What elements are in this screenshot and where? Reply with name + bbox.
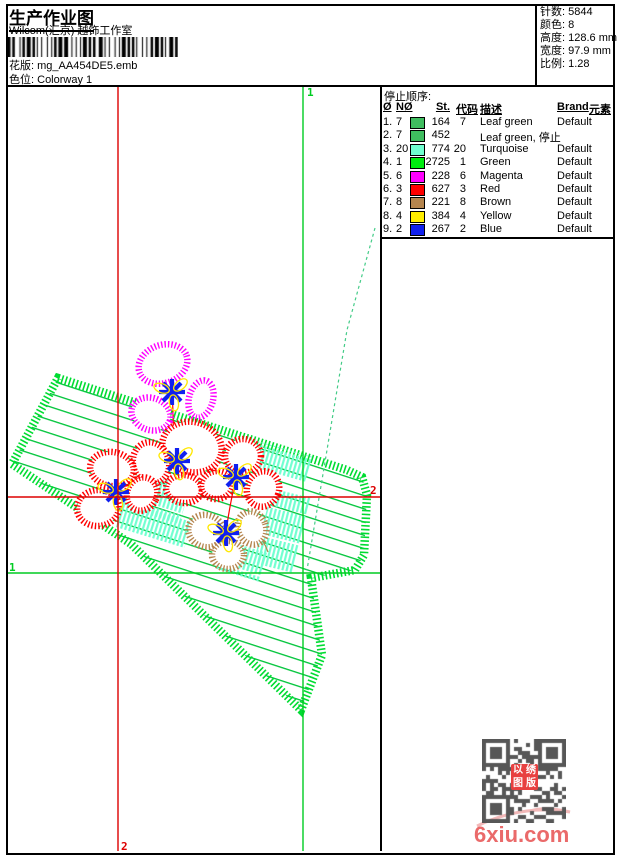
thread-color-swatch	[410, 197, 425, 210]
page-border	[6, 4, 615, 855]
col-elem: 元素	[589, 104, 611, 116]
header-divider-horizontal	[6, 85, 613, 87]
page-title: 生产作业图	[9, 4, 94, 32]
thread-color-swatch	[410, 210, 425, 223]
header-divider-vertical	[535, 4, 537, 86]
design-zone-divider	[380, 85, 382, 851]
design-file: 花版: mg_AA454DE5.emb	[9, 60, 137, 73]
thread-color-swatch	[410, 170, 425, 183]
table-row: 3. 20 774 20 Turquoise Default	[383, 142, 592, 156]
thread-color-swatch	[410, 130, 425, 143]
col-no: NØ	[396, 101, 413, 113]
flower-magenta	[128, 340, 217, 434]
table-row: 2. 7 452 Leaf green, 停止	[383, 129, 561, 145]
colorway: 色位: Colorway 1	[9, 74, 92, 87]
design-info-panel: 针数: 5844 颜色: 8 高度: 128.6 mm 宽度: 97.9 mm …	[540, 6, 617, 71]
table-row: 8. 4 384 4 Yellow Default	[383, 209, 592, 223]
col-st: St.	[435, 101, 450, 113]
end-marker-right: 2	[370, 484, 377, 497]
flower-center	[97, 478, 132, 512]
stop-sequence-title: 停止顺序:	[384, 91, 432, 103]
colorway-label: 色位:	[9, 74, 35, 86]
studio-name: Wilcom(汇京) 越饰工作室	[9, 25, 133, 37]
thread-color-swatch	[410, 224, 425, 237]
flower-center	[153, 378, 188, 412]
design-height: 高度: 128.6 mm	[540, 32, 618, 44]
flower-center	[207, 519, 242, 553]
end-marker-bottom: 2	[121, 840, 128, 853]
flower-center	[158, 447, 193, 481]
design-file-value: mg_AA454DE5.emb	[37, 60, 138, 72]
start-marker-top: 1	[307, 86, 314, 99]
thread-color-swatch	[410, 143, 425, 156]
flower-center	[217, 463, 252, 497]
colorway-value: Colorway 1	[37, 74, 93, 86]
design-scale: 比例: 1.28	[540, 58, 590, 70]
copyright-stamp: 以绣 图版	[511, 764, 538, 790]
col-hash: Ø	[383, 101, 392, 113]
site-watermark: 6xiu.com	[474, 822, 570, 847]
design-file-label: 花版:	[9, 60, 35, 72]
col-desc: 描述	[480, 104, 502, 116]
table-row: 9. 2 267 2 Blue Default	[383, 223, 592, 237]
col-brand: Brand	[557, 101, 589, 113]
flower-red-left	[73, 448, 161, 530]
barcode	[8, 37, 178, 57]
table-row: 7. 8 221 8 Brown Default	[383, 196, 592, 210]
stop-table-header: Ø NØ St. 代码 描述 Brand 元素	[380, 101, 613, 116]
table-row: 5. 6 228 6 Magenta Default	[383, 169, 592, 183]
col-code: 代码	[456, 104, 478, 116]
design-width: 宽度: 97.9 mm	[540, 45, 611, 57]
table-row: 4. 1 2725 1 Green Default	[383, 156, 592, 170]
thread-color-swatch	[410, 184, 425, 196]
thread-color-swatch	[410, 157, 425, 170]
table-row: 1. 7 164 7 Leaf green Default	[383, 116, 592, 129]
stitch-count: 针数: 5844	[540, 6, 593, 18]
stop-sequence-table: 停止顺序: Ø NØ St. 代码 描述 Brand 元素 1. 7 164 7 L…	[380, 85, 613, 238]
color-count: 颜色: 8	[540, 19, 575, 31]
stop-table-bottom-border	[380, 237, 613, 239]
thread-color-swatch	[410, 117, 425, 129]
table-row: 6. 3 627 3 Red Default	[383, 183, 592, 196]
start-marker-left: 1	[9, 561, 16, 574]
